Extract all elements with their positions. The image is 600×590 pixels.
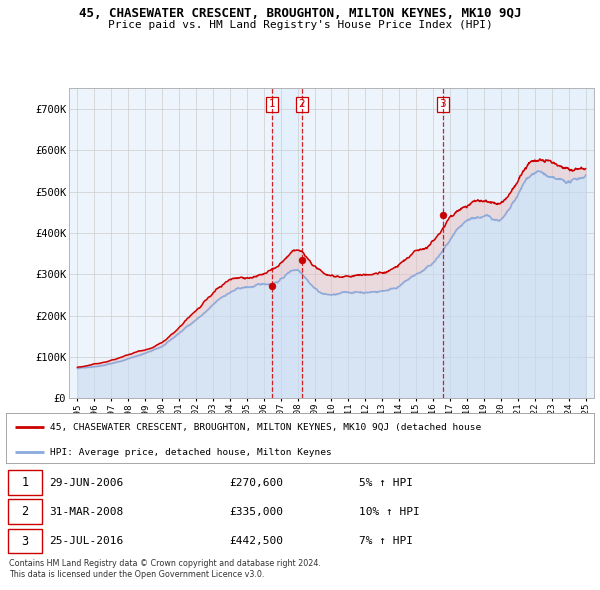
- Text: £270,600: £270,600: [229, 477, 283, 487]
- Text: £335,000: £335,000: [229, 507, 283, 517]
- Text: 1: 1: [21, 476, 28, 489]
- Text: 31-MAR-2008: 31-MAR-2008: [49, 507, 123, 517]
- Text: HPI: Average price, detached house, Milton Keynes: HPI: Average price, detached house, Milt…: [50, 448, 332, 457]
- Bar: [443, 88, 594, 398]
- Text: Contains HM Land Registry data © Crown copyright and database right 2024.
This d: Contains HM Land Registry data © Crown c…: [9, 559, 321, 579]
- FancyBboxPatch shape: [8, 500, 42, 524]
- Text: 2: 2: [299, 99, 305, 109]
- Text: 1: 1: [269, 99, 275, 109]
- Text: 29-JUN-2006: 29-JUN-2006: [49, 477, 123, 487]
- Text: 3: 3: [21, 535, 28, 548]
- Text: £442,500: £442,500: [229, 536, 283, 546]
- Text: 3: 3: [439, 99, 446, 109]
- FancyBboxPatch shape: [8, 470, 42, 495]
- Text: Price paid vs. HM Land Registry's House Price Index (HPI): Price paid vs. HM Land Registry's House …: [107, 20, 493, 30]
- Text: 2: 2: [21, 505, 28, 519]
- FancyBboxPatch shape: [8, 529, 42, 553]
- Text: 45, CHASEWATER CRESCENT, BROUGHTON, MILTON KEYNES, MK10 9QJ: 45, CHASEWATER CRESCENT, BROUGHTON, MILT…: [79, 7, 521, 20]
- Text: 10% ↑ HPI: 10% ↑ HPI: [359, 507, 419, 517]
- Bar: [272, 88, 302, 398]
- Text: 25-JUL-2016: 25-JUL-2016: [49, 536, 123, 546]
- Text: 45, CHASEWATER CRESCENT, BROUGHTON, MILTON KEYNES, MK10 9QJ (detached house: 45, CHASEWATER CRESCENT, BROUGHTON, MILT…: [50, 422, 481, 431]
- Text: 7% ↑ HPI: 7% ↑ HPI: [359, 536, 413, 546]
- Text: 5% ↑ HPI: 5% ↑ HPI: [359, 477, 413, 487]
